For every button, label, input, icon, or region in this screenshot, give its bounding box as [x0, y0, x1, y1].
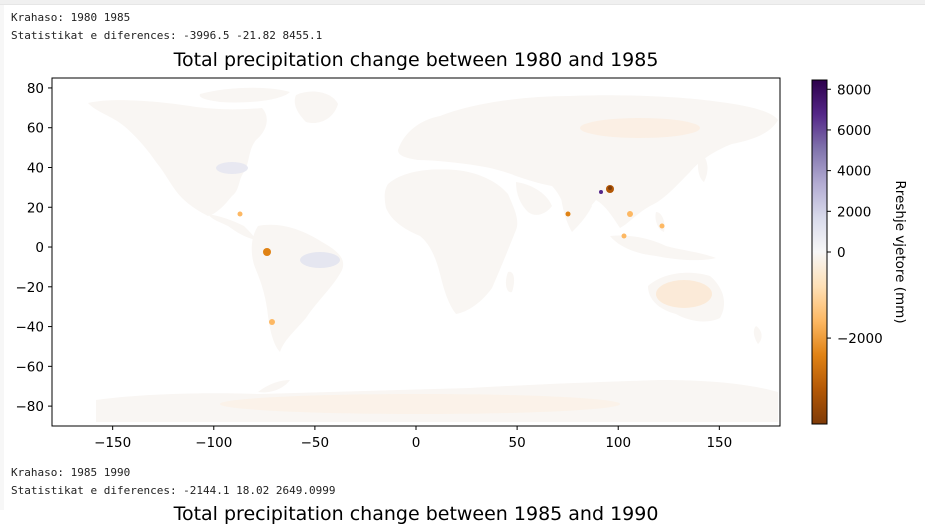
next-chart-title: Total precipitation change between 1985 … — [173, 503, 659, 525]
y-tick-label: −60 — [16, 359, 45, 375]
x-tick-label: −100 — [195, 435, 232, 451]
y-tick-label: 60 — [27, 121, 44, 137]
hotspot-chile — [269, 319, 275, 325]
map-layer — [52, 78, 780, 426]
dry-antarctica — [220, 394, 620, 414]
output2-line-stats: Statistikat e diferences: -2144.1 18.02 … — [11, 484, 336, 497]
output2-line-compare: Krahaso: 1985 1990 — [11, 466, 131, 479]
y-tick-label: −20 — [16, 280, 45, 296]
x-tick-label: −150 — [94, 435, 131, 451]
land-indonesia — [610, 235, 716, 261]
x-tick-label: 50 — [509, 435, 526, 451]
dry-siberia — [580, 118, 700, 138]
hotspot-bangladesh-wet — [599, 190, 603, 194]
hotspot-western-india — [565, 211, 571, 217]
land-north-america — [88, 100, 267, 216]
colorbar-tick-label: −2000 — [837, 331, 883, 347]
output-line-stats: Statistikat e diferences: -3996.5 -21.82… — [11, 29, 323, 42]
output-line-compare: Krahaso: 1980 1985 — [11, 11, 131, 24]
x-tick-label: 0 — [412, 435, 421, 451]
land-arctic-islands — [199, 87, 290, 103]
colorbar: −2000 0 2000 4000 6000 8000 Rreshje vjetore (m… — [811, 79, 908, 425]
hotspot-china — [627, 211, 633, 217]
colorbar-tick-label: 8000 — [837, 82, 871, 98]
cell-gutter — [0, 5, 4, 510]
hotspot-amazon — [263, 248, 271, 256]
hotspot-myanmar-core — [608, 186, 612, 190]
colorbar-tick-label: 6000 — [837, 123, 871, 139]
colorbar-label: Rreshje vjetore (mm) — [892, 180, 908, 323]
wet-north-america — [216, 162, 248, 174]
y-tick-label: 40 — [27, 160, 44, 176]
x-tick-label: 150 — [706, 435, 732, 451]
land-new-zealand — [753, 326, 762, 344]
y-tick-label: 20 — [27, 200, 44, 216]
chart-title: Total precipitation change between 1980 … — [173, 49, 659, 71]
land-india — [560, 190, 592, 232]
colorbar-tick-label: 0 — [837, 245, 846, 261]
anomaly-highlights — [216, 118, 712, 414]
land-greenland — [294, 91, 338, 124]
dry-australia — [656, 280, 712, 308]
cell-divider — [0, 0, 925, 5]
land-africa — [384, 169, 518, 314]
y-tick-label: −40 — [16, 320, 45, 336]
wet-brazil — [300, 252, 340, 268]
land-arabia — [516, 182, 552, 215]
y-tick-label: 80 — [27, 81, 44, 97]
land-antarctic-peninsula — [258, 380, 290, 393]
land-japan — [697, 152, 708, 182]
colorbar-gradient — [811, 79, 828, 425]
hotspot-central-america — [237, 211, 243, 217]
axes: −150 −100 −50 0 50 100 150 −80 −60 −40 −20 0 20 40 60 8… — [16, 77, 781, 451]
hotspot-philippines — [659, 223, 665, 229]
hotspot-malaysia — [621, 233, 627, 239]
y-tick-label: −80 — [16, 399, 45, 415]
x-tick-label: 100 — [605, 435, 631, 451]
land-central-america — [208, 214, 256, 240]
x-tick-label: −50 — [301, 435, 330, 451]
colorbar-tick-label: 2000 — [837, 204, 871, 220]
colorbar-tick-label: 4000 — [837, 164, 871, 180]
y-tick-label: 0 — [35, 240, 44, 256]
precipitation-map-chart: −150 −100 −50 0 50 100 150 −80 −60 −40 −20 0 20 40 60 8… — [16, 77, 908, 451]
land-madagascar — [505, 271, 515, 293]
